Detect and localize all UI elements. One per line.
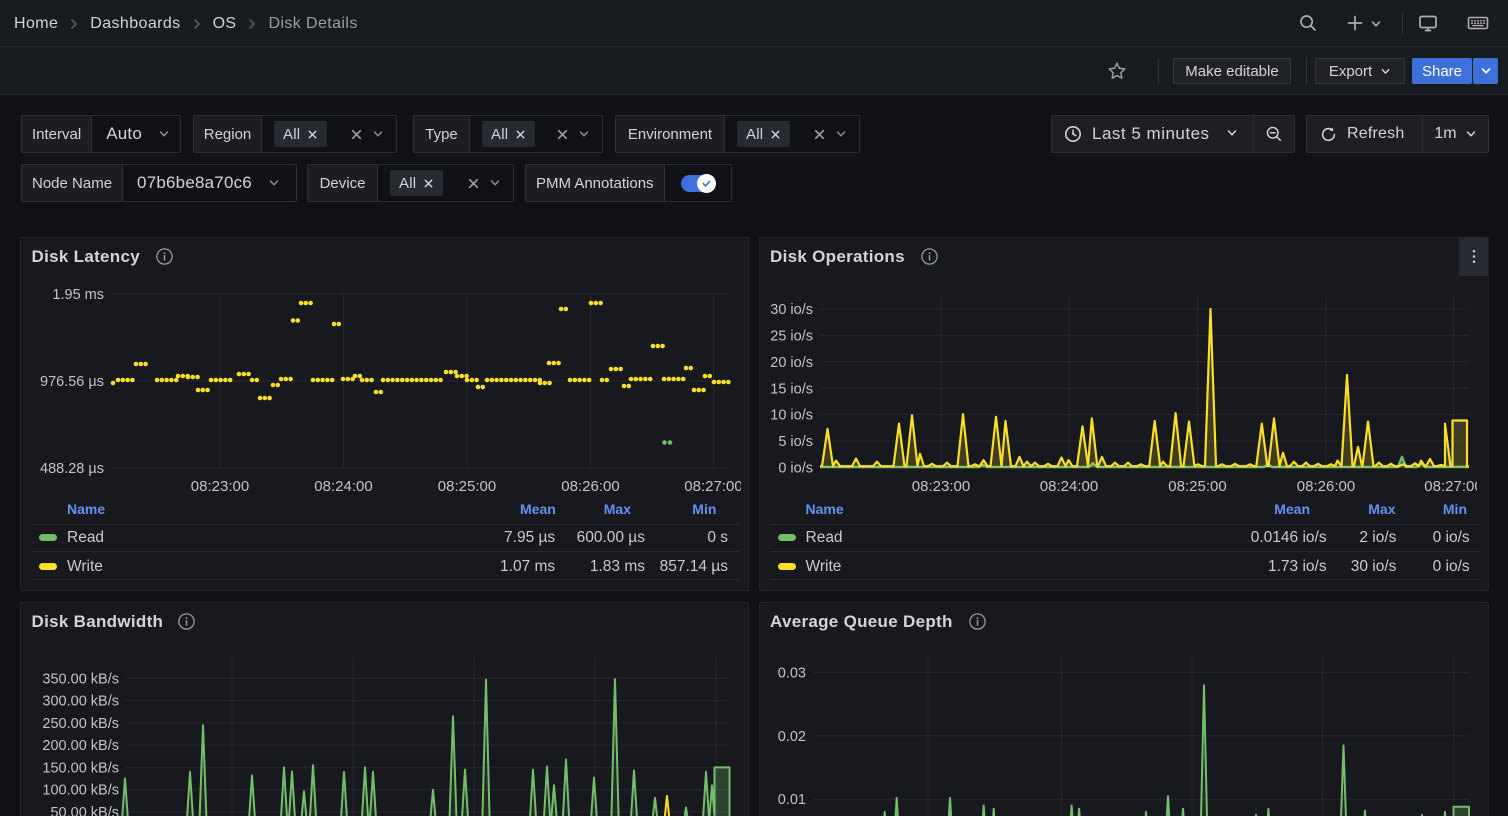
svg-text:10 io/s: 10 io/s — [770, 408, 813, 424]
svg-text:08:26:00: 08:26:00 — [561, 478, 619, 495]
svg-text:1.95 ms: 1.95 ms — [52, 287, 104, 303]
svg-text:08:24:00: 08:24:00 — [314, 478, 372, 495]
svg-text:0.02: 0.02 — [778, 729, 806, 745]
svg-text:50.00 kB/s: 50.00 kB/s — [50, 805, 119, 816]
svg-text:08:27:00: 08:27:00 — [684, 478, 742, 495]
svg-text:200.00 kB/s: 200.00 kB/s — [42, 738, 119, 754]
svg-text:300.00 kB/s: 300.00 kB/s — [42, 694, 119, 710]
svg-text:0.03: 0.03 — [778, 666, 806, 682]
svg-text:0 io/s: 0 io/s — [778, 461, 813, 477]
svg-text:5 io/s: 5 io/s — [778, 434, 813, 450]
svg-text:488.28 µs: 488.28 µs — [40, 461, 104, 477]
svg-text:15 io/s: 15 io/s — [770, 381, 813, 397]
svg-text:08:27:00: 08:27:00 — [1424, 478, 1482, 495]
svg-text:30 io/s: 30 io/s — [770, 302, 813, 318]
svg-text:08:25:00: 08:25:00 — [1168, 478, 1226, 495]
svg-text:20 io/s: 20 io/s — [770, 355, 813, 371]
svg-text:0.01: 0.01 — [778, 792, 806, 808]
svg-text:08:24:00: 08:24:00 — [1040, 478, 1098, 495]
svg-text:25 io/s: 25 io/s — [770, 328, 813, 344]
svg-text:350.00 kB/s: 350.00 kB/s — [42, 671, 119, 687]
svg-text:08:23:00: 08:23:00 — [912, 478, 970, 495]
svg-text:976.56 µs: 976.56 µs — [40, 374, 104, 390]
svg-text:250.00 kB/s: 250.00 kB/s — [42, 716, 119, 732]
svg-text:08:26:00: 08:26:00 — [1297, 478, 1355, 495]
svg-text:08:25:00: 08:25:00 — [438, 478, 496, 495]
svg-text:150.00 kB/s: 150.00 kB/s — [42, 760, 119, 776]
svg-text:08:23:00: 08:23:00 — [191, 478, 249, 495]
svg-text:100.00 kB/s: 100.00 kB/s — [42, 783, 119, 799]
